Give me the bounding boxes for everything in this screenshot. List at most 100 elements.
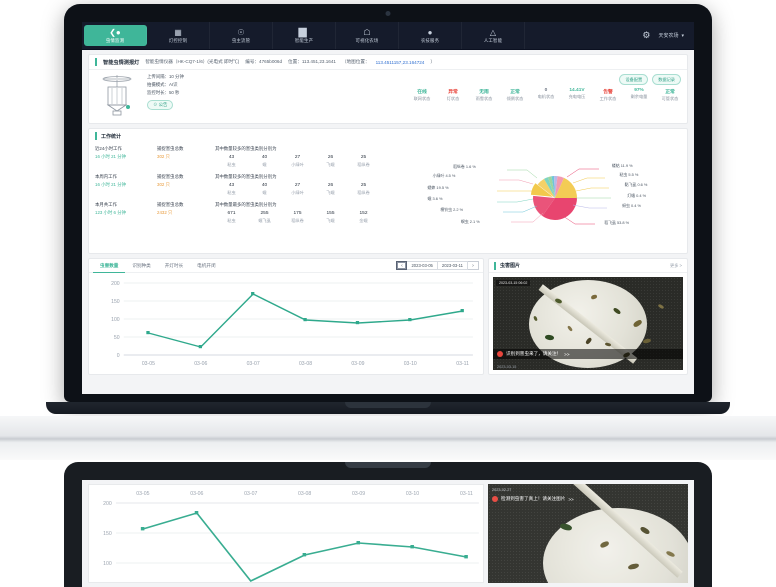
pest-name: 飞蛾	[326, 190, 335, 195]
nav-item-lamp-control[interactable]: ▦ 灯控控制	[147, 22, 210, 49]
pest-name: 飞蛾	[326, 162, 335, 167]
tab-lamp-duration[interactable]: 开灯时长	[164, 263, 184, 268]
svg-text:03-05: 03-05	[142, 361, 155, 367]
laptop-lid-bottom: 200 150 100 03-05 03-06 03-07 03-08 03-0…	[64, 462, 712, 587]
svg-text:150: 150	[111, 299, 120, 305]
pest-cell: 43 粘虫	[215, 183, 248, 196]
svg-text:100: 100	[111, 317, 120, 323]
user-label: 天安农场	[658, 33, 679, 39]
pest-count: 26	[327, 155, 334, 160]
pest-photo-image[interactable]: 2023-03-15 06:02 识别到害虫来了，请关注！ >> 2023-03…	[493, 277, 683, 370]
bottom-content: 200 150 100 03-05 03-06 03-07 03-08 03-0…	[82, 480, 694, 587]
catch-count-value: 302 只	[157, 182, 170, 187]
pest-count: 25	[360, 155, 367, 160]
pest-cell: 25 稻纵卷	[347, 183, 380, 196]
work-duration-block: 本月共工作 123 小时 6 分钟	[95, 202, 157, 216]
pest-cell: 25 稻纵卷	[347, 155, 380, 168]
device-config-button[interactable]: 设备配置	[619, 74, 649, 85]
nav-item-visual-farm[interactable]: ☖ 可视化农场	[336, 22, 399, 49]
nav-label: 虫主流管	[231, 37, 251, 43]
device-body: 上传间隔：10 分钟 拍摄模式：AI识 监控时长：50 秒 ☉ 公告 设备配置	[89, 70, 687, 123]
device-serial: 编号：4765b006d	[245, 59, 283, 64]
pest-count: 155	[326, 211, 335, 216]
nav-label: 可视化农场	[355, 37, 379, 43]
data-record-button[interactable]: 数据记录	[652, 74, 681, 85]
catch-count-value: 302 只	[157, 154, 170, 159]
pest-cell: 40 蛾	[248, 183, 281, 196]
status-stat-row: 在线 联网状态 异常 灯状态 无雨 雨雪状态	[411, 88, 681, 102]
tab-pest-count[interactable]: 虫害数量	[93, 259, 126, 273]
chevron-left-icon: ‹	[401, 262, 403, 269]
status-stat: 正常 倾倒状态	[504, 88, 526, 102]
smart-production-icon: █▌	[298, 27, 310, 37]
pest-name: 小绿叶	[291, 190, 304, 195]
device-header: 智能虫情测报灯 智能虫情仪器（HK-CQ7-1/6）(光电式 即时℃) 编号：4…	[89, 55, 687, 70]
pest-alert-date: 2023-03-15	[497, 365, 517, 369]
nav-label: 虫情监测	[105, 37, 125, 43]
nav-item-pest-manage[interactable]: ☉ 虫主流管	[210, 22, 273, 49]
svg-text:03-09: 03-09	[351, 361, 364, 367]
date-end-field[interactable]: 2023-03-11	[437, 261, 468, 270]
pest-cell: 27 小绿叶	[281, 155, 314, 168]
bottom-alert-text: 检测到虫害了真上！请关注图片	[501, 496, 566, 501]
app-screen-bottom: 200 150 100 03-05 03-06 03-07 03-08 03-0…	[82, 480, 694, 587]
nav-item-bug-monitor[interactable]: ❮● 虫情监测	[84, 25, 147, 46]
pest-count: 152	[359, 211, 368, 216]
pest-photo-card: 虫害图片 更多 >	[488, 258, 688, 375]
bottom-alert-banner[interactable]: 检测到虫害了真上！请关注图片 >>	[492, 496, 574, 502]
bottom-alert-arrow: >>	[568, 496, 574, 502]
status-label: 可管状态	[661, 96, 679, 101]
chevron-right-icon: ›	[472, 262, 474, 269]
pest-cell: 152 金蛾	[347, 211, 380, 224]
top-navbar: ❮● 虫情监测 ▦ 灯控控制 ☉ 虫主流管 █▌ 智能生产 ☖ 可视化农场	[82, 22, 694, 50]
nav-item-ai[interactable]: △ 人工智能	[462, 22, 525, 49]
status-stat: 0 电机状态	[535, 88, 557, 102]
user-dropdown[interactable]: 天安农场 ▾	[658, 22, 694, 49]
pest-cell: 43 粘虫	[215, 155, 248, 168]
svg-text:100: 100	[103, 561, 112, 567]
alert-dot-icon	[497, 351, 503, 357]
bottom-pest-photo[interactable]: 2023-02-27 检测到虫害了真上！请关注图片 >>	[488, 484, 688, 583]
pest-cell: 255 蛾飞虱	[248, 211, 281, 224]
pest-photo-more-link[interactable]: 更多 >	[670, 262, 682, 268]
status-value: 异常	[448, 90, 458, 95]
status-label: 联网状态	[413, 96, 431, 101]
work-stats-row: 本周内工作 16 小时 21 分钟 捕捉害虫总数 302 只 其中数量较多的害虫…	[95, 172, 425, 200]
next-date-button[interactable]: ›	[468, 261, 479, 270]
date-start-field[interactable]: 2023-03-05	[407, 261, 438, 270]
status-label: 工作状态	[599, 96, 617, 101]
pest-pie-chart: 稻纵卷 1.6 % 小绿叶 4.5 % 蟋蟀 19.5 % 蛾 3.6 % 棉铃…	[425, 144, 681, 248]
pest-count: 40	[261, 155, 268, 160]
webcam-icon	[385, 11, 391, 16]
status-stat: 无雨 雨雪状态	[473, 88, 495, 102]
work-stats-card: 工作统计 近24小时工作 16 小时 21 分钟 捕捉害虫总数	[88, 128, 688, 254]
tab-species[interactable]: 识别种类	[132, 263, 151, 268]
status-value: 正常	[665, 90, 675, 95]
work-period-label: 近24小时工作	[95, 146, 122, 151]
nav-item-smart-production[interactable]: █▌ 智能生产	[273, 22, 336, 49]
device-coord-link[interactable]: 113.4511157,23.164724	[375, 59, 425, 65]
settings-button[interactable]: ⚙	[634, 22, 658, 49]
pest-count: 671	[227, 211, 236, 216]
chart-tabs: 虫害数量 识别种类 开灯时长 电机开闭 ‹ 2023-03-05 2023-03…	[89, 259, 483, 273]
top-pests-block: 其中数量较多的害虫类别分别为 43 粘虫 40 蛾	[215, 146, 425, 168]
work-duration-value: 123 小时 6 分钟	[95, 210, 126, 215]
top-pests-numbers: 671 粘虫 255 蛾飞虱 175	[215, 211, 425, 224]
svg-text:03-05: 03-05	[136, 491, 149, 497]
pest-cell: 671 粘虫	[215, 211, 248, 224]
tab-motor-toggle[interactable]: 电机开闭	[197, 263, 216, 268]
pest-alert-banner[interactable]: 识别到害虫来了，请关注！ >>	[493, 349, 683, 359]
prev-date-button[interactable]: ‹	[396, 261, 408, 270]
pest-photo-title: 虫害图片	[500, 263, 521, 269]
work-duration-value: 16 小时 21 分钟	[95, 182, 126, 187]
announcement-badge[interactable]: ☉ 公告	[147, 100, 174, 110]
megaphone-icon: ☉	[153, 102, 158, 107]
svg-text:0: 0	[117, 353, 120, 359]
catch-count-label: 捕捉害虫总数	[157, 146, 184, 151]
pest-count: 27	[294, 183, 301, 188]
pest-name: 粘虫	[227, 218, 236, 223]
desk-surface	[0, 416, 776, 460]
nav-item-agri-service[interactable]: ● 农技服务	[399, 22, 462, 49]
svg-text:200: 200	[103, 501, 112, 507]
insect-lamp-device-icon	[95, 74, 139, 118]
